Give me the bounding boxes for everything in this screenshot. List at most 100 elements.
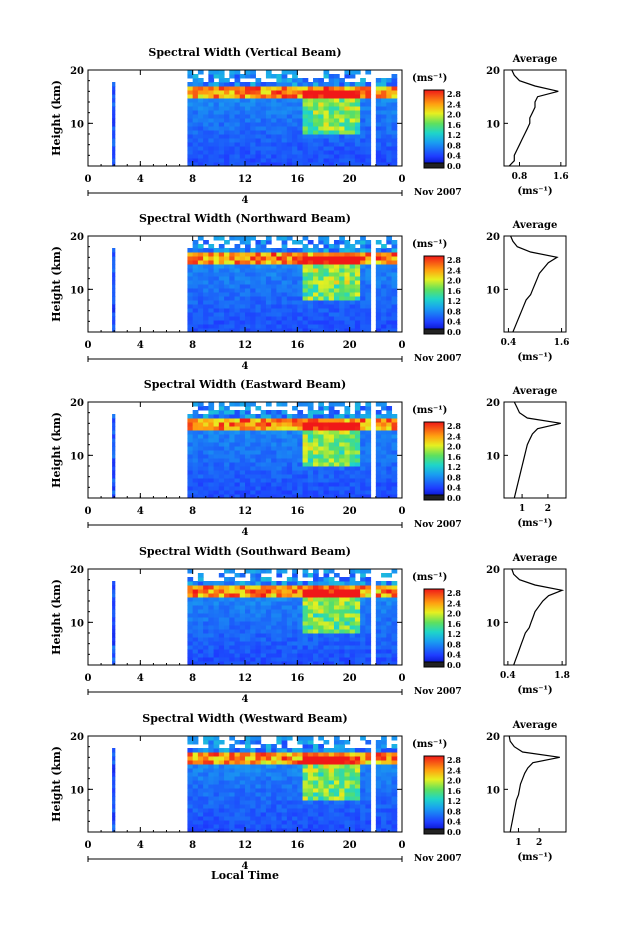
heatmap-cell [239,581,246,586]
heatmap-cell [391,248,398,253]
heatmap-cell [260,324,267,329]
heatmap-cell [112,288,116,293]
heatmap-cell [276,296,283,301]
heatmap-cell [386,134,393,139]
heatmap-cell [208,617,215,622]
heatmap-cell [187,800,194,805]
heatmap-cell [218,800,225,805]
heatmap-cell [250,138,256,143]
heatmap-cell [203,268,209,273]
heatmap-cell [203,82,209,87]
heatmap-cell [391,280,398,285]
heatmap-cell [307,418,314,423]
heatmap-cell [297,252,304,257]
heatmap-cell [245,438,251,443]
y-tick-label: 10 [70,618,84,629]
heatmap-cell [292,617,298,622]
heatmap-cell [333,601,340,606]
heatmap-cell [276,494,283,499]
heatmap-cell [318,736,324,741]
heatmap-cell [197,661,204,666]
heatmap-cell [339,438,345,443]
heatmap-cell [328,828,335,833]
heatmap-cell [286,466,293,471]
heatmap-cell [344,458,351,463]
heatmap-cell [224,134,230,139]
heatmap-cell [333,756,340,761]
heatmap-cell [328,300,335,305]
heatmap-cell [255,276,262,281]
heatmap-cell [318,744,324,749]
heatmap-cell [386,86,393,91]
heatmap-cell [260,645,267,650]
heatmap-cell [197,328,204,333]
profile-x-label: (ms⁻¹) [517,186,552,197]
heatmap-cell [381,442,387,447]
heatmap-cell [391,304,398,309]
heatmap-cell [250,657,256,662]
heatmap-cell [333,740,340,745]
heatmap-cell [328,764,335,769]
heatmap-cell [391,625,398,630]
heatmap-cell [344,90,351,95]
heatmap-cell [381,284,387,289]
heatmap-cell [112,264,116,269]
heatmap-cell [354,268,361,273]
heatmap-cell [239,824,246,829]
heatmap-cell [187,126,194,131]
heatmap-cell [239,308,246,313]
heatmap-cell [229,621,236,626]
heatmap-cell [339,609,345,614]
heatmap-cell [260,824,267,829]
heatmap-cell [239,474,246,479]
heatmap-cell [197,430,204,435]
heatmap-cell [239,252,246,257]
heatmap-cell [386,772,393,777]
heatmap-cell [192,276,199,281]
heatmap-cell [302,438,309,443]
heatmap-cell [344,629,351,634]
heatmap-cell [360,94,366,99]
heatmap-cell [245,756,251,761]
heatmap-cell [218,442,225,447]
heatmap-cell [360,90,366,95]
heatmap-cell [292,764,298,769]
heatmap-cell [234,414,241,419]
heatmap-cell [302,629,309,634]
heatmap-cell [229,272,236,277]
heatmap-cell [318,154,324,159]
heatmap-cell [318,585,324,590]
heatmap-cell [365,454,372,459]
heatmap-cell [265,324,272,329]
heatmap-cell [213,808,220,813]
heatmap-cell [333,158,340,163]
heatmap-cell [281,752,288,757]
heatmap-cell [313,450,319,455]
heatmap-cell [239,613,246,618]
heatmap-cell [245,272,251,277]
heatmap-cell [360,134,366,139]
heatmap-cell [286,454,293,459]
heatmap-cell [354,486,361,491]
heatmap-cell [239,110,246,115]
heatmap-cell [286,637,293,642]
heatmap-cell [197,828,204,833]
heatmap-cell [386,308,393,313]
heatmap-cell [239,808,246,813]
heatmap-cell [339,625,345,630]
heatmap-cell [344,410,351,415]
heatmap-cell [239,466,246,471]
heatmap-cell [192,478,199,483]
heatmap-cell [328,804,335,809]
heatmap-cell [381,260,387,265]
heatmap-cell [360,288,366,293]
heatmap-cell [239,82,246,87]
heatmap-cell [297,756,304,761]
heatmap-cell [239,653,246,658]
heatmap-cell [333,824,340,829]
heatmap-cell [339,260,345,265]
heatmap-cell [197,629,204,634]
heatmap-cell [386,146,393,151]
heatmap-cell [234,450,241,455]
heatmap-cell [328,138,335,143]
